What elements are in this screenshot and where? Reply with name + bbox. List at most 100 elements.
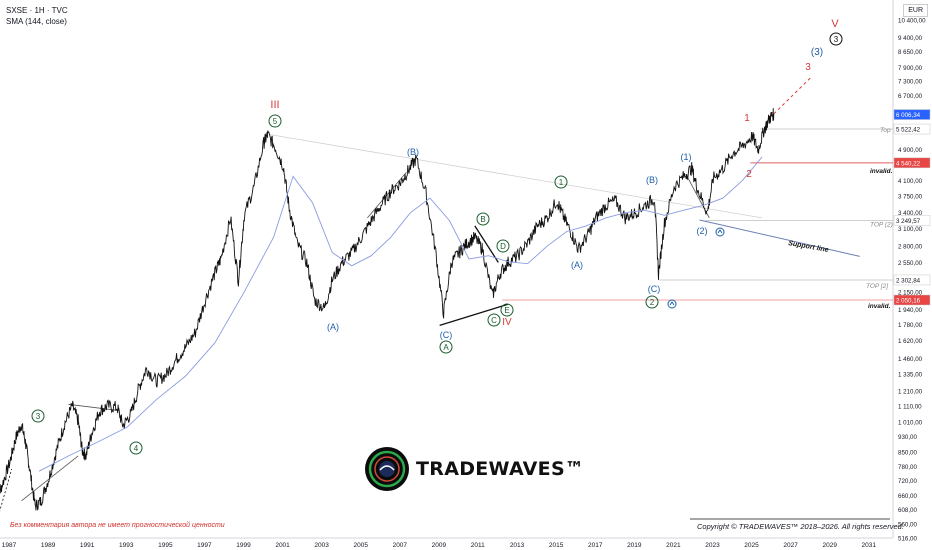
price-label-box [893,123,931,135]
copyright: Copyright © TRADEWAVES™ 2018–2026. All r… [697,522,904,531]
brand-logo-icon [365,447,409,491]
y-tick-label: 1 460,00 [898,356,923,363]
level-label: Top [880,127,891,134]
price-label: 4 540,22 [896,160,921,167]
wave-label-circle [476,212,490,226]
arrow-up-chevron [669,301,675,306]
x-tick-label: 1999 [236,542,251,549]
price-label: 2 050,16 [896,297,921,304]
wave-label-circle [554,175,568,189]
x-tick-label: 2011 [471,542,485,549]
wave-2-channel-line [685,174,710,219]
projection-dashed-line [773,77,812,115]
y-tick-label: 8 650,00 [898,49,923,56]
wave-label-circle [496,239,510,253]
brand-name: TRADEWAVES™ [416,458,585,480]
y-tick-label: 3 400,00 [898,210,923,217]
y-tick-label: 3 100,00 [898,226,923,233]
wave-label: V [831,18,839,30]
price-label-box [893,274,931,286]
wave-label: (B) [646,175,658,185]
y-tick-label: 9 400,00 [898,35,923,42]
disclaimer: Без комментария автора не имеет прогност… [10,522,225,529]
price-label: 6 006,34 [896,112,921,119]
sma-line [38,156,763,472]
x-tick-label: 2005 [353,542,368,549]
wave-label: 1 [744,113,750,124]
y-tick-label: 850,00 [898,449,917,456]
wave-3-circle [829,32,843,46]
y-tick-label: 608,00 [898,507,917,514]
x-tick-label: 1987 [2,542,17,549]
wave-label: (3) [811,47,823,58]
price-label: 5 522,42 [896,127,921,134]
wave-label: 4 [134,444,139,453]
early-dashed-line [0,468,13,512]
currency-button[interactable]: EUR [903,4,928,17]
arrow-up-icon [667,299,677,309]
x-tick-label: 2015 [549,542,564,549]
wave-label: 2 [746,169,752,180]
level-label: TOP (2) [870,222,893,229]
wave-label-circle [645,295,659,309]
wave-label: 1 [559,178,564,187]
indicator-label: SMA (144, close) [6,17,67,26]
wave-label: 2 [650,298,655,307]
price-label-box [893,157,931,169]
wave-label: (C) [440,330,453,340]
x-tick-label: 1989 [41,542,56,549]
x-tick-label: 2017 [588,542,603,549]
triangle-upper-line [269,134,763,219]
wave-label: (B) [407,147,419,157]
level-label: invalid. [868,303,891,310]
wave-label-circle [487,313,501,327]
symbol-title: SXSE · 1H · TVC [6,6,68,15]
x-tick-label: 1991 [80,542,95,549]
y-tick-label: 1 940,00 [898,307,923,314]
y-tick-label: 720,00 [898,478,917,485]
x-tick-label: 2001 [275,542,290,549]
wave-label-circle [500,303,514,317]
price-label-box [893,215,931,226]
x-tick-label: 2019 [627,542,642,549]
wave-label: 3 [805,62,811,73]
level-label: TOP [2] [866,283,888,290]
x-tick-label: 2013 [510,542,525,549]
y-tick-label: 1 335,00 [898,372,923,379]
wave-label-circle [439,340,453,354]
y-tick-label: 4 900,00 [898,147,923,154]
y-tick-label: 1 620,00 [898,338,923,345]
support-line-label: Support line [788,240,830,254]
wave-label: (2) [697,226,708,236]
y-tick-label: 516,00 [898,536,917,543]
x-tick-label: 1997 [197,542,212,549]
wave-label: IV [502,317,512,328]
wave-label: B [480,215,485,224]
price-label: 3 249,57 [896,218,921,225]
y-tick-label: 1 780,00 [898,322,923,329]
x-tick-label: 2021 [666,542,681,549]
x-tick-label: 2029 [822,542,837,549]
price-label-box [893,109,931,120]
y-tick-label: 1 010,00 [898,420,923,427]
y-tick-label: 1 110,00 [898,403,922,410]
x-tick-label: 2031 [862,542,877,549]
y-tick-label: 1 210,00 [898,388,923,395]
early-upper-line [68,403,120,411]
arrow-up-chevron [717,229,723,234]
wave-label: A [443,343,449,352]
wave-label: (C) [648,284,661,294]
y-tick-label: 660,00 [898,493,917,500]
x-tick-label: 2025 [744,542,759,549]
y-tick-label: 2 550,00 [898,260,923,267]
x-tick-label: 2009 [432,542,447,549]
y-tick-label: 2 800,00 [898,244,923,251]
price-label: 2 302,84 [896,277,921,284]
level-label: invalid. [870,168,893,175]
wave-b-trendline [474,225,499,263]
y-tick-label: 3 750,00 [898,193,923,200]
wave-label: 3 [36,412,41,421]
x-tick-label: 2027 [783,542,798,549]
x-tick-label: 1993 [119,542,134,549]
